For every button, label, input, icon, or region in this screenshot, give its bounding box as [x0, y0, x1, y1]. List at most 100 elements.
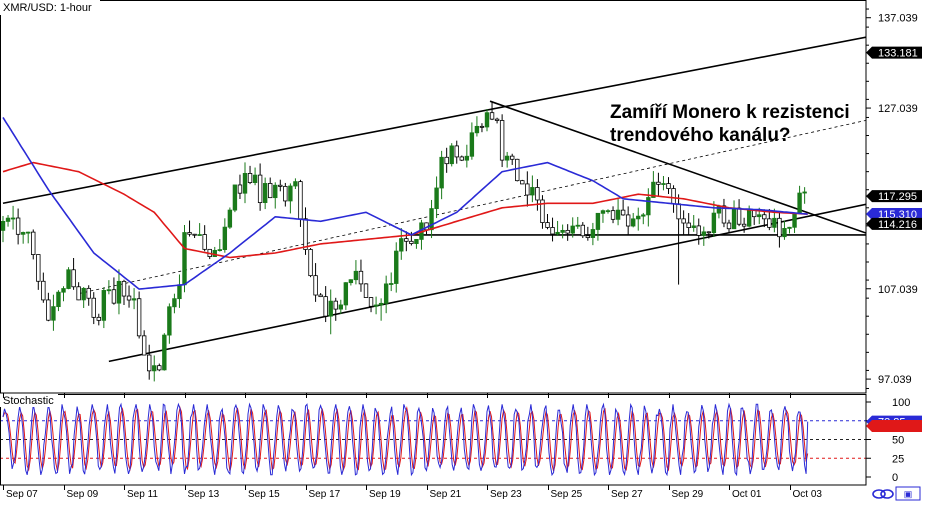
grid — [0, 420, 866, 459]
x-date-label: Sep 17 — [309, 489, 341, 500]
candle-body — [736, 207, 742, 225]
candle-body — [131, 298, 137, 301]
price-tag-label: 114.216 — [878, 219, 917, 231]
candle-body — [318, 294, 323, 298]
x-date-label: Sep 27 — [611, 489, 643, 500]
stoch-y-tick-label: 100 — [892, 397, 910, 409]
candle-body — [0, 221, 6, 231]
trendline-descending-resistance — [489, 100, 866, 234]
candle-body — [510, 155, 515, 160]
symbol-title-bg — [0, 0, 100, 15]
candle-body — [580, 224, 585, 237]
candle-body — [625, 214, 631, 227]
candle-body — [757, 214, 762, 218]
candle-body — [116, 280, 122, 304]
candle-body — [278, 184, 283, 187]
x-date-label: Sep 07 — [6, 489, 38, 500]
candle-body — [641, 214, 646, 217]
candle-body — [182, 232, 187, 286]
candle-body — [792, 213, 797, 228]
price-tag-label: 133.181 — [878, 48, 918, 60]
candle-body — [620, 209, 626, 216]
candle-body — [152, 365, 157, 372]
x-date-label: Oct 01 — [732, 489, 762, 500]
candle-body — [91, 297, 96, 318]
candle-body — [192, 233, 197, 236]
candle-body — [489, 112, 495, 120]
candle-body — [676, 203, 681, 220]
candle-body — [273, 184, 278, 199]
candle-body — [721, 205, 727, 224]
candle-body — [363, 283, 369, 298]
candle-body — [515, 158, 520, 182]
candle-body — [162, 334, 167, 371]
candle-body — [268, 183, 273, 199]
candle-body — [15, 217, 21, 235]
candle-body — [338, 304, 343, 310]
candle-body — [615, 209, 621, 220]
x-date-label: Sep 09 — [67, 489, 99, 500]
candle-body — [444, 156, 449, 165]
candle-body — [600, 210, 606, 214]
candle-body — [81, 287, 86, 301]
candle-body — [5, 217, 11, 222]
candle-body — [731, 207, 737, 230]
y-tick-label: 97.039 — [878, 374, 912, 386]
candle-body — [232, 184, 238, 211]
candle-body — [197, 234, 202, 236]
candle-body — [671, 188, 676, 205]
candle-body — [772, 217, 777, 228]
candle-body — [550, 227, 555, 235]
candle-body — [484, 112, 490, 128]
stochastic-lines — [2, 402, 809, 477]
trendlines — [2, 36, 866, 363]
candle-body — [802, 191, 807, 194]
candle-body — [464, 155, 470, 161]
candle-body — [56, 291, 61, 308]
candle-body — [293, 181, 298, 187]
candle-body — [31, 231, 36, 255]
candle-body — [222, 226, 228, 250]
candle-body — [177, 284, 182, 300]
candle-body — [313, 275, 318, 296]
candle-body — [777, 217, 782, 238]
candle-body — [681, 218, 686, 224]
candle-body — [782, 228, 787, 238]
candle-body — [187, 232, 192, 235]
candle-body — [454, 145, 459, 158]
candle-body — [414, 239, 419, 244]
candle-body — [71, 269, 76, 288]
candle-body — [257, 174, 263, 204]
candle-body — [136, 298, 142, 337]
candle-body — [716, 205, 722, 214]
candle-body — [389, 283, 394, 285]
price-tag — [866, 217, 922, 230]
price-tag — [866, 190, 922, 203]
trendline-channel-top — [2, 36, 866, 205]
candle-body — [610, 210, 616, 220]
candle-body — [494, 118, 500, 121]
ma-slow-line — [2, 161, 808, 259]
candles — [0, 101, 807, 382]
candle-body — [288, 185, 293, 202]
candle-body — [605, 210, 611, 213]
candle-body — [797, 192, 802, 214]
candle-body — [247, 173, 253, 183]
candle-body — [373, 304, 379, 307]
annotation-line-2: trendového kanálu? — [610, 125, 791, 146]
candle-body — [399, 238, 404, 252]
stoch-y-tick-label: 0 — [892, 472, 898, 484]
x-date-label: Sep 15 — [248, 489, 280, 500]
candle-body — [651, 181, 656, 198]
candle-body — [66, 269, 71, 289]
candle-body — [595, 212, 601, 230]
fxcm-logo-icon: ▣ — [872, 486, 921, 501]
candle-body — [51, 306, 56, 321]
price-tag — [866, 208, 922, 221]
stochastic-title-bg — [0, 394, 58, 407]
candle-body — [41, 280, 46, 301]
candle-body — [404, 238, 409, 242]
candle-body — [787, 226, 792, 229]
candle-body — [631, 218, 636, 227]
